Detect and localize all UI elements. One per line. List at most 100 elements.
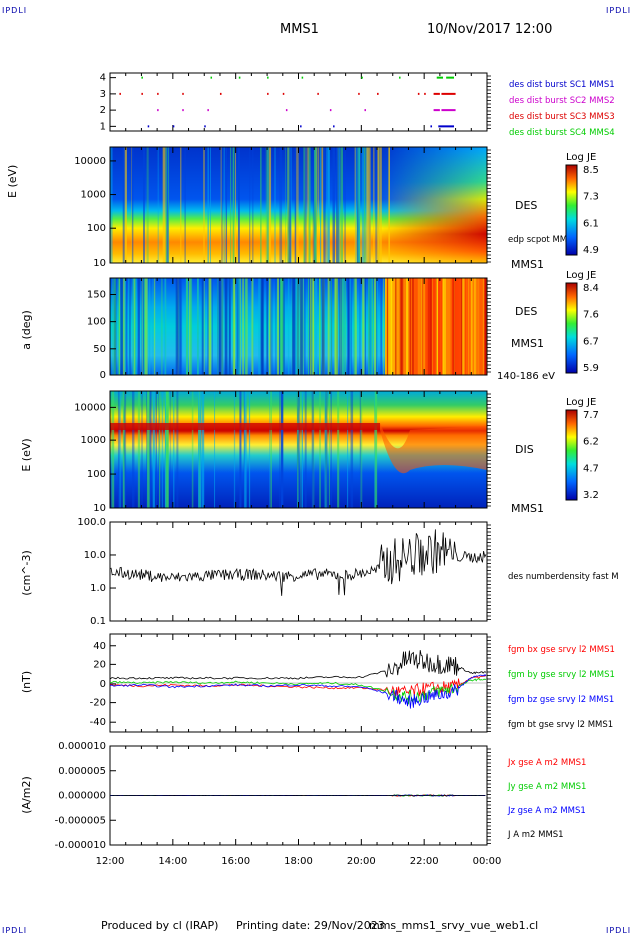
spectrogram-stripe — [354, 278, 357, 375]
colorbar-tick-label: 6.1 — [583, 218, 599, 229]
spectrogram-stripe — [277, 278, 279, 375]
des-pitch-y-tick: 0 — [100, 370, 106, 381]
spectrogram-stripe — [141, 278, 143, 375]
burst-interval-mark — [377, 92, 379, 95]
spectrogram-stripe — [153, 278, 156, 375]
des-energy-y-tick: 10000 — [74, 156, 106, 167]
spectrogram-stripe — [372, 278, 374, 375]
spectrogram-stripe — [449, 278, 451, 375]
spectrogram-stripe — [117, 391, 120, 508]
spectrogram-stripe — [243, 391, 247, 508]
spectrogram-stripe — [439, 278, 442, 375]
spectrogram-stripe — [275, 278, 277, 375]
burst-interval-mark — [141, 92, 143, 95]
spectrogram-stripe — [131, 391, 135, 508]
burst-interval-mark — [157, 109, 159, 112]
spectrogram-stripe — [431, 278, 433, 375]
des-energy-y-tick: 100 — [87, 223, 106, 234]
spectrogram-stripe — [408, 278, 411, 375]
spectrogram-stripe — [248, 391, 251, 508]
spectrogram-stripe — [336, 147, 339, 263]
spectrogram-stripe — [406, 278, 410, 375]
density-series-line — [109, 529, 487, 596]
burst-interval-mark — [424, 92, 426, 95]
spectrogram-stripe — [373, 147, 375, 263]
spectrogram-stripe — [365, 278, 366, 375]
spectrogram-stripe — [260, 278, 264, 375]
colorbar-tick-label: 8.5 — [583, 165, 599, 176]
spectrogram-stripe — [441, 278, 444, 375]
burst-interval-mark — [433, 92, 440, 95]
des-pitch-ylabel: a (deg) — [20, 310, 33, 350]
current-y-tick: -0.000010 — [55, 840, 106, 851]
burst-interval-mark — [358, 92, 360, 95]
bfield-series-label: fgm bt gse srvy l2 MMS1 — [508, 720, 613, 730]
colorbar-tick-label: 7.3 — [583, 192, 599, 203]
spectrogram-stripe — [268, 278, 272, 375]
spectrogram-stripe — [220, 147, 222, 263]
corner-label-top-left: IPDLI — [2, 6, 28, 15]
spectrogram-stripe — [160, 278, 163, 375]
spectrogram-stripe — [274, 147, 276, 263]
spectrogram-stripe — [207, 278, 209, 375]
burst-y-tick: 1 — [100, 121, 106, 132]
burst-interval-mark — [361, 76, 363, 79]
spectrogram-stripe — [164, 391, 166, 508]
spectrogram-stripe — [184, 147, 186, 263]
bfield-series-label: fgm bx gse srvy l2 MMS1 — [508, 645, 615, 655]
spectrogram-stripe — [297, 391, 299, 508]
spectrogram-stripe — [314, 278, 318, 375]
spectrogram-stripe — [321, 147, 324, 263]
burst-legend-entry: des dist burst SC3 MMS3 — [509, 112, 615, 122]
spectrogram-stripe — [460, 278, 463, 375]
burst-interval-mark — [417, 92, 420, 95]
spectrogram-stripe — [146, 147, 149, 263]
spectrogram-stripe — [300, 278, 303, 375]
spectrogram-stripe — [337, 147, 339, 263]
dis-late-dispersion — [380, 423, 487, 474]
bfield-series-label: fgm by gse srvy l2 MMS1 — [508, 670, 615, 680]
spectrogram-stripe — [278, 278, 281, 375]
spectrogram-stripe — [427, 278, 429, 375]
burst-interval-mark — [399, 76, 401, 79]
spectrogram-stripe — [375, 278, 378, 375]
bfield-y-tick: 0 — [100, 679, 106, 690]
spectrogram-stripe — [482, 278, 486, 375]
spectrogram-stripe — [330, 278, 332, 375]
edp-scpot-label: edp scpot MMS1 — [508, 235, 578, 245]
burst-legend-entry: des dist burst SC1 MMS1 — [509, 80, 615, 90]
burst-interval-mark — [300, 125, 302, 128]
spectrogram-stripe — [297, 278, 300, 375]
spectrogram-stripe — [383, 278, 385, 375]
dis-energy-y-tick: 1000 — [81, 435, 106, 446]
panel-frame — [109, 521, 488, 622]
spectrogram-stripe — [324, 391, 326, 508]
spectrogram-stripe — [319, 391, 321, 508]
spectrogram-stripe — [143, 278, 145, 375]
dis-core-band — [110, 423, 380, 430]
colorbar-tick-label: 6.2 — [583, 437, 599, 448]
spectrogram-stripe — [334, 278, 337, 375]
spectrogram-stripe — [189, 278, 191, 375]
spectrogram-stripe — [267, 278, 269, 375]
burst-interval-mark — [433, 109, 440, 112]
spectrogram-stripe — [279, 147, 283, 263]
burst-interval-mark — [182, 109, 184, 112]
spectrogram-stripe — [290, 147, 292, 263]
spectrogram-stripe — [110, 147, 112, 263]
des-energy-y-tick: 10 — [93, 258, 106, 269]
spectrogram-stripe — [412, 278, 414, 375]
x-tick-label: 14:00 — [158, 856, 187, 867]
spectrogram-stripe — [462, 278, 465, 375]
panel-frame — [109, 72, 488, 132]
spectrogram-stripe — [287, 278, 290, 375]
spectrogram-stripe — [176, 391, 179, 508]
spectrogram-stripe — [167, 147, 170, 263]
spectrogram-stripe — [372, 278, 374, 375]
colorbar-tick-label: 7.7 — [583, 410, 599, 421]
spectrogram-stripe — [166, 147, 169, 263]
spectrogram-stripe — [364, 278, 366, 375]
spectrogram-stripe — [218, 278, 221, 375]
footer-filename: mms_mms1_srvy_vue_web1.cl — [369, 919, 539, 932]
spectrogram-stripe — [110, 147, 113, 263]
